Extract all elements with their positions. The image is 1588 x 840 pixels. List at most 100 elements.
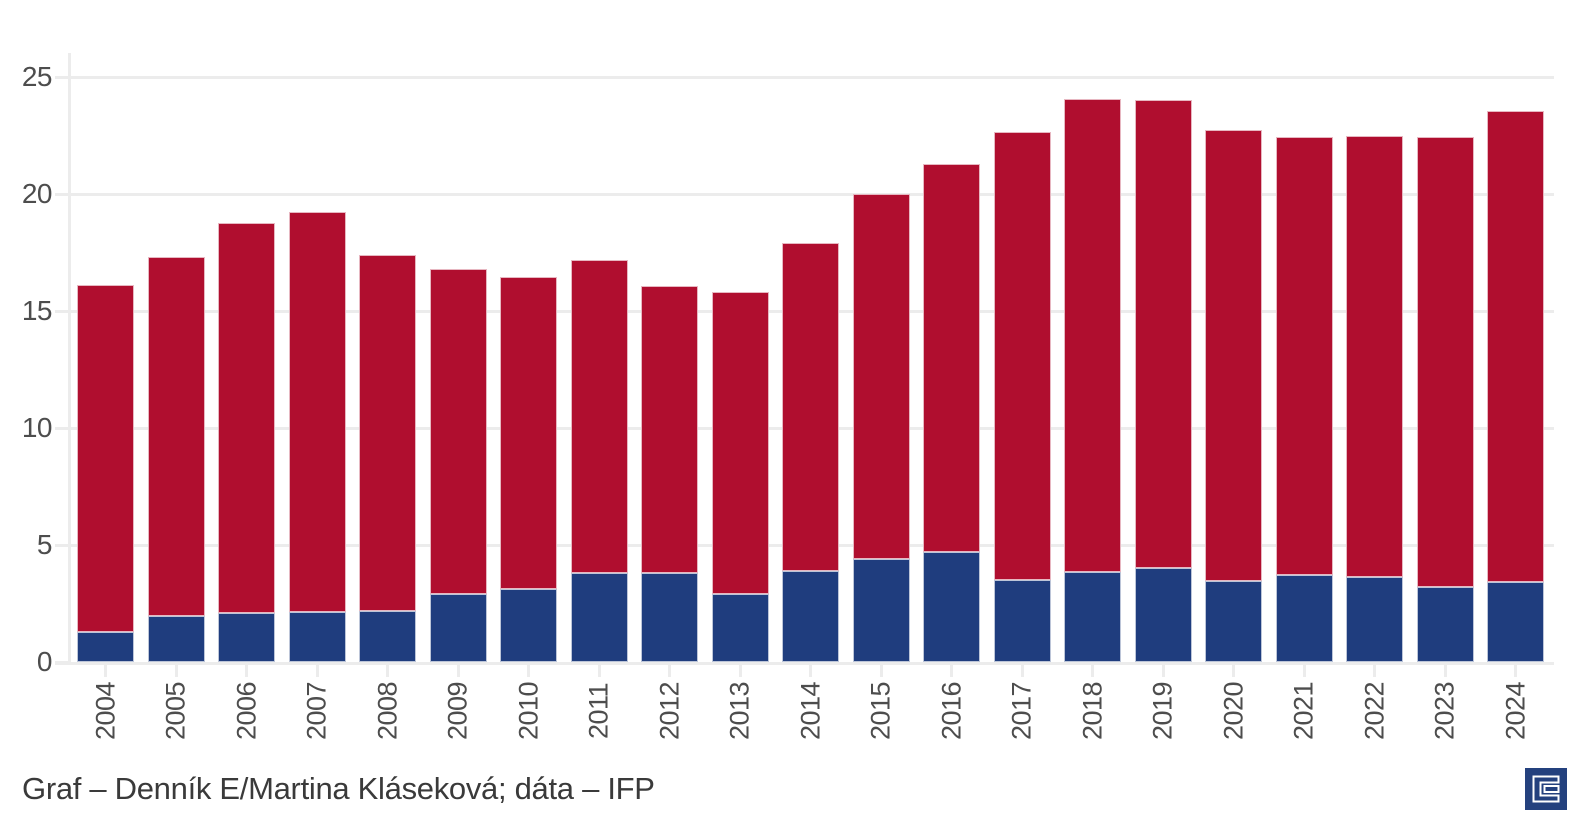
x-tick-mark-2007 — [315, 663, 319, 677]
bar-segment-blue-2015 — [852, 559, 910, 662]
x-tick-label-2020: 2020 — [1218, 681, 1248, 741]
bar-segment-red-2014 — [782, 243, 839, 571]
bar-segment-blue-2005 — [147, 616, 205, 662]
bar-segment-blue-2008 — [359, 610, 416, 662]
x-tick-label-2017: 2017 — [1006, 681, 1037, 741]
y-tick-label-25: 25 — [21, 61, 53, 92]
bar-segment-blue-2012 — [641, 573, 698, 662]
x-tick-mark-2005 — [174, 663, 178, 677]
bar-segment-red-2017 — [993, 131, 1051, 581]
bar-segment-red-2006 — [218, 223, 275, 613]
x-tick-mark-2017 — [1020, 663, 1024, 677]
x-tick-label-2004: 2004 — [90, 681, 120, 741]
x-tick-mark-2023 — [1443, 663, 1447, 677]
x-tick-label-2007: 2007 — [301, 681, 332, 741]
bar-segment-red-2013 — [711, 292, 769, 595]
bar-segment-blue-2020 — [1205, 581, 1262, 662]
chart-credit-caption: Graf – Denník E/Martina Kláseková; dáta … — [22, 771, 655, 806]
y-tick-mark-20 — [55, 192, 68, 196]
bar-segment-red-2008 — [359, 254, 416, 611]
x-tick-mark-2011 — [597, 663, 601, 677]
bar-segment-red-2009 — [429, 268, 487, 595]
x-tick-label-2006: 2006 — [231, 681, 261, 741]
bar-segment-blue-2022 — [1346, 576, 1403, 662]
y-tick-label-0: 0 — [36, 646, 53, 677]
x-tick-label-2021: 2021 — [1288, 681, 1319, 741]
x-axis-line — [55, 661, 1554, 665]
x-tick-label-2008: 2008 — [372, 681, 402, 741]
x-tick-label-2010: 2010 — [513, 681, 543, 741]
y-tick-mark-5 — [55, 543, 68, 547]
x-tick-mark-2009 — [456, 663, 460, 677]
bar-segment-red-2015 — [852, 194, 910, 560]
bar-segment-blue-2021 — [1275, 575, 1333, 662]
bar-segment-blue-2011 — [570, 573, 628, 662]
logo-e-icon — [1525, 768, 1567, 810]
bar-segment-blue-2023 — [1416, 587, 1474, 662]
y-tick-label-10: 10 — [21, 412, 53, 443]
bar-segment-blue-2010 — [500, 589, 557, 662]
y-tick-label-15: 15 — [21, 295, 53, 326]
bar-segment-red-2011 — [570, 259, 628, 574]
x-tick-mark-2016 — [950, 663, 953, 677]
x-tick-mark-2021 — [1302, 663, 1306, 677]
bar-segment-red-2005 — [147, 257, 205, 617]
x-tick-label-2013: 2013 — [724, 681, 755, 741]
y-axis-line — [68, 53, 71, 665]
bar-segment-red-2004 — [77, 285, 134, 632]
bar-segment-blue-2004 — [77, 631, 134, 662]
bar-segment-blue-2024 — [1487, 582, 1544, 662]
x-tick-mark-2008 — [386, 663, 389, 677]
x-tick-mark-2013 — [738, 663, 742, 677]
bar-segment-blue-2014 — [782, 570, 839, 662]
bar-segment-red-2016 — [923, 163, 980, 553]
bar-segment-red-2021 — [1275, 136, 1333, 576]
gridline-y20 — [68, 192, 1554, 196]
x-tick-mark-2015 — [879, 663, 883, 677]
x-tick-label-2022: 2022 — [1359, 681, 1389, 741]
x-tick-mark-2010 — [527, 663, 530, 677]
y-tick-label-20: 20 — [21, 178, 53, 209]
y-tick-mark-15 — [55, 309, 68, 313]
bar-segment-red-2012 — [641, 286, 698, 574]
bar-segment-red-2007 — [288, 211, 346, 612]
bar-segment-red-2024 — [1487, 110, 1544, 583]
bar-segment-red-2022 — [1346, 135, 1403, 577]
x-tick-mark-2022 — [1373, 663, 1376, 677]
x-tick-label-2023: 2023 — [1429, 681, 1460, 741]
bar-segment-blue-2016 — [923, 552, 980, 662]
y-tick-mark-25 — [55, 75, 68, 79]
bar-segment-blue-2019 — [1134, 568, 1192, 662]
bar-segment-red-2020 — [1205, 129, 1262, 582]
bar-segment-blue-2018 — [1064, 571, 1121, 662]
x-tick-mark-2024 — [1514, 663, 1517, 677]
bar-segment-red-2023 — [1416, 136, 1474, 588]
x-tick-label-2019: 2019 — [1147, 681, 1178, 741]
gridline-y25 — [68, 75, 1554, 79]
bar-segment-blue-2017 — [993, 580, 1051, 662]
x-tick-label-2018: 2018 — [1077, 681, 1107, 741]
x-tick-mark-2020 — [1232, 663, 1235, 677]
dennik-e-logo[interactable] — [1525, 768, 1567, 810]
bar-segment-blue-2013 — [711, 594, 769, 662]
bar-segment-red-2010 — [500, 277, 557, 590]
bar-segment-blue-2009 — [429, 594, 487, 662]
bar-segment-red-2018 — [1064, 99, 1121, 572]
y-tick-mark-0 — [55, 660, 68, 664]
bar-segment-blue-2007 — [288, 611, 346, 662]
x-tick-label-2011: 2011 — [583, 682, 614, 740]
x-tick-label-2005: 2005 — [160, 681, 191, 741]
y-tick-label-5: 5 — [36, 529, 53, 560]
y-tick-mark-10 — [55, 426, 68, 430]
x-tick-label-2015: 2015 — [865, 681, 896, 741]
x-tick-mark-2014 — [809, 663, 812, 677]
x-tick-label-2016: 2016 — [936, 681, 966, 741]
x-tick-label-2009: 2009 — [442, 681, 473, 741]
x-tick-mark-2006 — [245, 663, 248, 677]
x-tick-mark-2012 — [668, 663, 671, 677]
x-tick-mark-2004 — [104, 663, 107, 677]
x-tick-label-2012: 2012 — [654, 681, 684, 741]
x-tick-label-2024: 2024 — [1500, 681, 1530, 741]
x-tick-mark-2019 — [1161, 663, 1165, 677]
